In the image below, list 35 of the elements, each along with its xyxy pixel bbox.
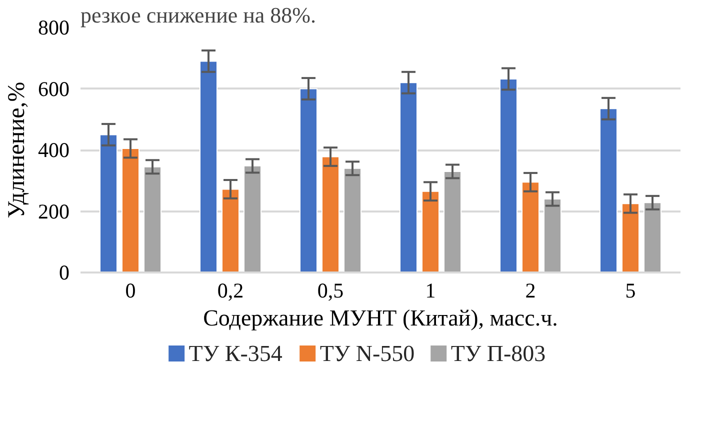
y-tick-label: 400 — [38, 138, 70, 162]
bar — [444, 170, 462, 272]
x-tick-label: 0 — [125, 278, 136, 302]
x-tick-label: 0,2 — [217, 278, 244, 302]
bar — [200, 60, 218, 272]
annotation: резкое снижение на 88%. — [80, 2, 316, 28]
bar — [622, 203, 640, 272]
x-axis-title: Содержание МУНТ (Китай), масс.ч. — [203, 306, 558, 330]
bar — [500, 78, 518, 272]
bar — [244, 165, 262, 272]
y-tick-label: 200 — [38, 199, 70, 224]
bar — [522, 182, 540, 272]
bar — [544, 198, 562, 272]
x-tick-label: 0,5 — [317, 278, 344, 302]
y-tick-label: 0 — [59, 260, 70, 284]
legend-label: ТУ П-803 — [450, 341, 546, 366]
bar — [600, 108, 618, 272]
bar — [322, 156, 340, 272]
bar — [100, 134, 118, 272]
bar — [222, 188, 240, 272]
x-tick-label: 2 — [525, 278, 536, 302]
x-tick-label: 1 — [425, 278, 436, 302]
y-tick-label: 600 — [38, 76, 70, 101]
bar — [644, 202, 662, 272]
bar — [344, 168, 362, 272]
y-tick-label: 800 — [38, 16, 70, 40]
bar — [122, 148, 140, 272]
y-axis-title: Удлинение,% — [4, 82, 30, 218]
bar — [400, 82, 418, 272]
x-tick-label: 5 — [625, 278, 636, 302]
bar — [422, 190, 440, 272]
legend-label: ТУ К-354 — [188, 341, 283, 366]
legend-label: ТУ N-550 — [320, 341, 415, 366]
bar — [144, 166, 162, 272]
bar — [300, 88, 318, 272]
